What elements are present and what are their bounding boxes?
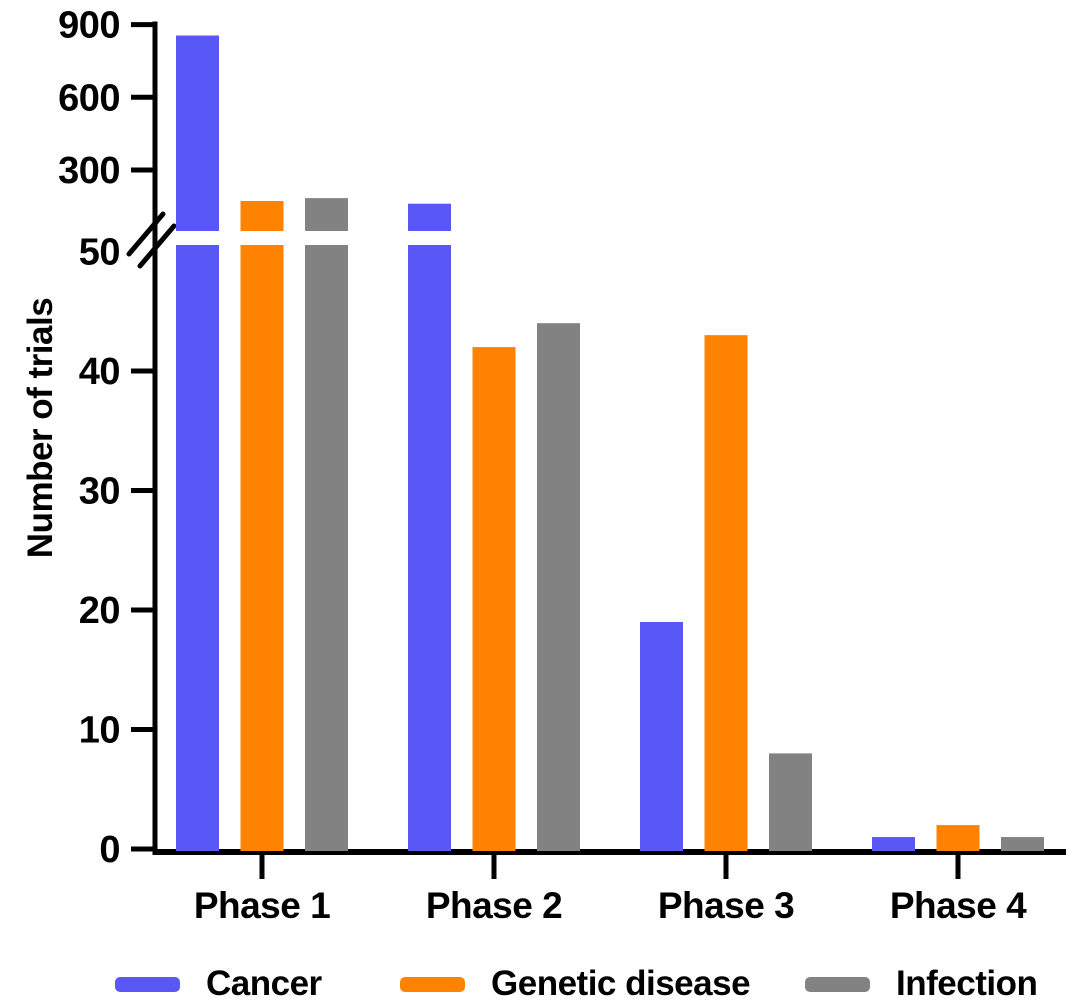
y-tick-label: 40: [79, 351, 120, 393]
bar-infection-phase-3: [769, 753, 812, 851]
legend-label-infection: Infection: [896, 964, 1038, 1003]
bar-infection-phase-1-lower: [305, 245, 348, 851]
y-tick-label: 30: [79, 471, 120, 513]
axis-break-icon: [126, 211, 166, 257]
plot-area: 300 600 900 0 10 20 30 40 50 Phase 1 Phase 2 Phase …: [58, 5, 1066, 926]
bar-cancer-phase-3: [640, 621, 683, 851]
bar-genetic-disease-phase-2: [472, 347, 516, 851]
x-axis-label-phase-1: Phase 1: [194, 885, 330, 926]
bar-genetic-disease-phase-4: [936, 825, 980, 851]
y-axis-title: Number of trials: [21, 297, 60, 559]
bar-infection-phase-1-upper: [305, 198, 348, 231]
y-tick-label: 300: [58, 150, 120, 192]
y-tick-label: 10: [79, 710, 120, 752]
legend-label-genetic-disease: Genetic disease: [491, 964, 751, 1003]
x-axis-label-phase-4: Phase 4: [890, 885, 1027, 926]
y-tick-label: 0: [99, 829, 120, 871]
legend-label-cancer: Cancer: [206, 964, 322, 1003]
legend-item-cancer: Cancer: [115, 964, 322, 1003]
bar-infection-phase-2: [537, 323, 580, 851]
bar-cancer-phase-4: [872, 837, 915, 851]
legend-swatch-genetic-disease: [400, 976, 465, 992]
bar-cancer-phase-2-lower: [408, 245, 451, 851]
legend-item-genetic-disease: Genetic disease: [400, 964, 751, 1003]
bar-cancer-phase-2-upper: [408, 203, 451, 231]
axis-break-icon: [137, 223, 177, 269]
bar-cancer-phase-1-upper: [176, 35, 219, 231]
x-axis-label-phase-2: Phase 2: [426, 885, 562, 926]
bar-infection-phase-4: [1001, 837, 1044, 851]
bar-genetic-disease-phase-3: [704, 335, 748, 851]
y-tick-label: 900: [58, 5, 120, 47]
bar-genetic-disease-phase-1-upper: [240, 201, 284, 231]
bar-cancer-phase-1-lower: [176, 245, 219, 851]
y-tick-label-break: 50: [79, 232, 120, 274]
y-tick-label: 20: [79, 590, 120, 632]
legend-swatch-infection: [805, 976, 870, 992]
y-tick-label: 600: [58, 77, 120, 119]
legend-swatch-cancer: [115, 976, 180, 992]
bar-genetic-disease-phase-1-lower: [240, 245, 284, 851]
x-axis-label-phase-3: Phase 3: [658, 885, 794, 926]
legend-item-infection: Infection: [805, 964, 1038, 1003]
